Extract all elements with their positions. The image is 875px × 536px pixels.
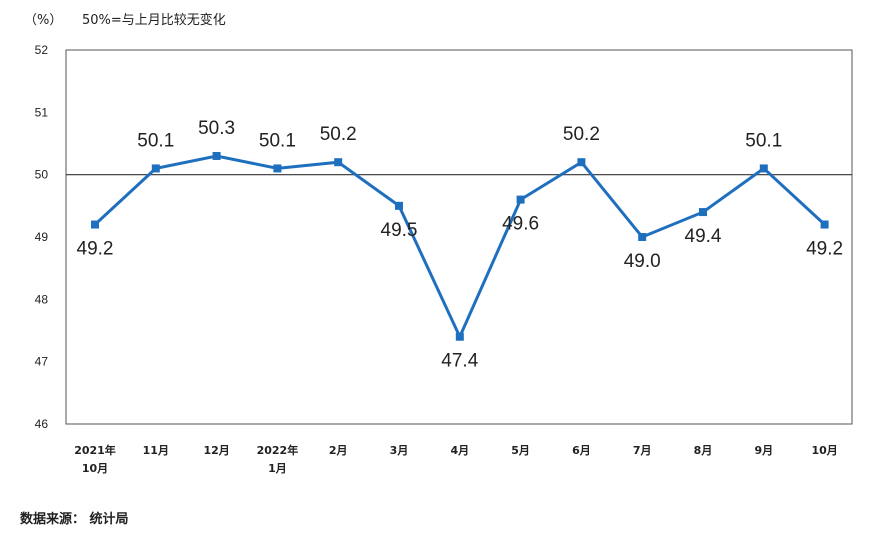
data-label: 49.5 bbox=[381, 220, 418, 241]
y-axis-unit: （%） bbox=[24, 13, 63, 28]
data-label: 50.1 bbox=[137, 130, 174, 151]
x-tick-label: 12月 bbox=[203, 444, 229, 457]
y-tick-label: 51 bbox=[35, 105, 49, 119]
data-source: 数据来源： 统计局 bbox=[20, 512, 129, 527]
data-point bbox=[455, 332, 464, 341]
x-axis: 2021年 10月 11月 12月 2022年 1月 2月 3月 4月 5月 6月 7月 8月 9月 10月 bbox=[74, 443, 838, 475]
data-point bbox=[516, 195, 525, 204]
y-tick-label: 52 bbox=[35, 43, 49, 57]
data-point bbox=[334, 158, 343, 167]
plot-area bbox=[65, 49, 853, 425]
data-label: 50.3 bbox=[198, 118, 235, 139]
y-axis: 46 47 48 49 50 51 52 bbox=[35, 43, 49, 431]
data-label: 49.2 bbox=[77, 239, 114, 260]
data-label: 49.0 bbox=[624, 251, 661, 272]
data-label: 49.4 bbox=[685, 226, 722, 247]
data-point bbox=[151, 164, 160, 173]
x-tick-label: 11月 bbox=[143, 444, 169, 457]
x-tick-label: 2022年 1月 bbox=[257, 443, 299, 475]
y-tick-label: 49 bbox=[35, 230, 49, 244]
data-point bbox=[820, 220, 829, 229]
data-label: 50.2 bbox=[563, 124, 600, 145]
data-label: 49.2 bbox=[806, 239, 843, 260]
x-tick-label: 3月 bbox=[390, 444, 409, 457]
x-tick-label: 2021年 10月 bbox=[74, 443, 116, 475]
data-point bbox=[395, 201, 403, 210]
series-pmi: 49.2 50.1 50.3 50.1 50.2 49.5 47.4 49.6 50.2 49.0… bbox=[77, 118, 844, 372]
y-tick-label: 47 bbox=[35, 355, 49, 369]
data-point bbox=[273, 164, 282, 173]
data-point bbox=[638, 233, 647, 241]
x-tick-label: 8月 bbox=[694, 444, 713, 457]
x-tick-label: 4月 bbox=[450, 444, 469, 457]
data-label: 47.4 bbox=[441, 351, 478, 372]
x-tick-label: 2月 bbox=[329, 444, 348, 457]
data-label: 50.1 bbox=[259, 130, 296, 151]
x-tick-label: 9月 bbox=[754, 444, 773, 457]
data-point bbox=[577, 158, 586, 167]
data-point bbox=[212, 151, 221, 160]
x-tick-label: 6月 bbox=[572, 444, 591, 457]
data-point bbox=[699, 208, 707, 217]
data-point bbox=[759, 164, 768, 173]
data-label: 50.1 bbox=[745, 130, 782, 151]
data-point bbox=[91, 220, 99, 229]
x-tick-label: 10月 bbox=[811, 444, 837, 457]
y-tick-label: 46 bbox=[35, 417, 49, 431]
y-tick-label: 50 bbox=[35, 168, 49, 182]
chart-note: 50%=与上月比较无变化 bbox=[82, 13, 226, 28]
x-tick-label: 5月 bbox=[511, 444, 530, 457]
data-label: 49.6 bbox=[502, 214, 539, 235]
data-label: 50.2 bbox=[320, 124, 357, 145]
y-tick-label: 48 bbox=[35, 292, 49, 306]
x-tick-label: 7月 bbox=[633, 444, 652, 457]
